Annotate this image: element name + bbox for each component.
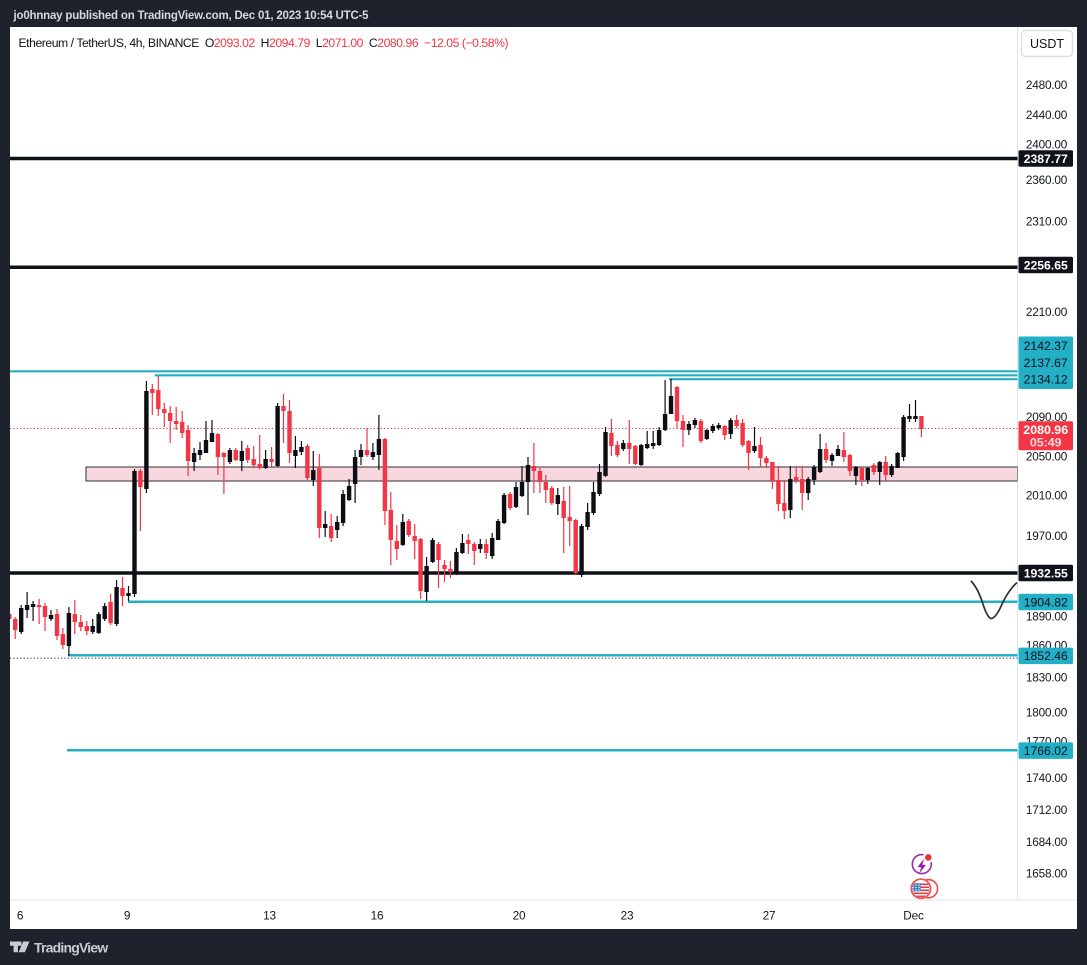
svg-text:1904.82: 1904.82 [1024,595,1068,609]
svg-text:2480.00: 2480.00 [1026,78,1068,92]
svg-text:20: 20 [513,909,526,923]
svg-text:9: 9 [124,909,130,923]
svg-text:1712.00: 1712.00 [1026,803,1068,817]
svg-text:2134.12: 2134.12 [1024,373,1068,387]
svg-text:2387.77: 2387.77 [1024,152,1068,166]
svg-text:16: 16 [371,909,384,923]
svg-text:2400.00: 2400.00 [1026,138,1068,152]
svg-text:2210.00: 2210.00 [1026,305,1068,319]
svg-text:Ethereum / TetherUS, 4h, BINAN: Ethereum / TetherUS, 4h, BINANCE O2093.0… [19,36,509,50]
svg-text:1890.00: 1890.00 [1026,609,1068,623]
svg-text:1740.00: 1740.00 [1026,771,1068,785]
svg-text:1684.00: 1684.00 [1026,835,1068,849]
svg-text:2256.65: 2256.65 [1024,258,1068,272]
svg-text:2440.00: 2440.00 [1026,108,1068,122]
svg-text:2137.67: 2137.67 [1024,356,1068,370]
svg-text:USDT: USDT [1030,37,1064,51]
svg-text:27: 27 [763,909,776,923]
svg-text:Dec: Dec [903,909,924,923]
svg-text:1852.46: 1852.46 [1024,649,1068,663]
svg-text:1658.00: 1658.00 [1026,866,1068,880]
svg-text:jo0hnnay published on TradingV: jo0hnnay published on TradingView.com, D… [13,10,370,22]
svg-text:TradingView: TradingView [34,940,108,956]
svg-text:2360.00: 2360.00 [1026,173,1068,187]
svg-text:1970.00: 1970.00 [1026,529,1068,543]
svg-text:2090.00: 2090.00 [1026,410,1068,424]
svg-text:2050.00: 2050.00 [1026,450,1068,464]
svg-text:2080.96: 2080.96 [1023,423,1068,437]
svg-text:23: 23 [621,909,634,923]
svg-text:1932.55: 1932.55 [1024,566,1068,580]
svg-text:1800.00: 1800.00 [1026,706,1068,720]
svg-text:13: 13 [263,909,276,923]
svg-text:1830.00: 1830.00 [1026,670,1068,684]
svg-text:1766.02: 1766.02 [1024,744,1068,758]
svg-text:6: 6 [17,909,24,923]
svg-text:2010.00: 2010.00 [1026,489,1068,503]
svg-text:05:49: 05:49 [1030,435,1062,449]
svg-text:2142.37: 2142.37 [1024,339,1068,353]
svg-text:2310.00: 2310.00 [1026,215,1068,229]
